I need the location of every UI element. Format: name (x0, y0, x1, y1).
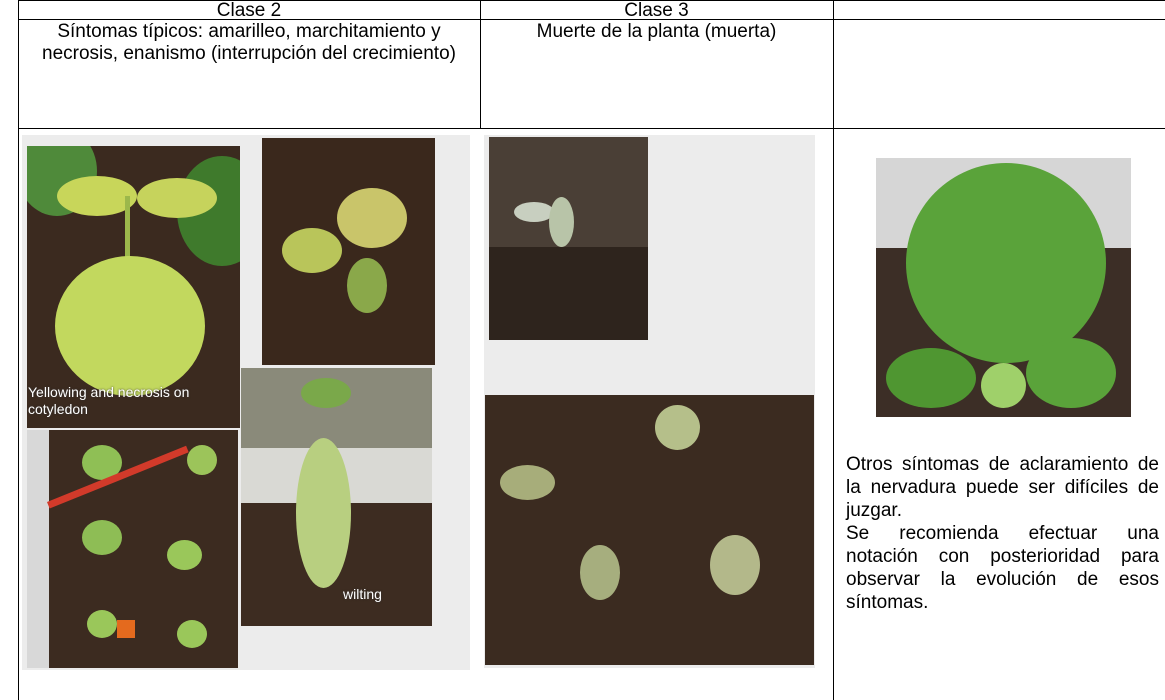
table-border (18, 0, 1165, 1)
photo (241, 368, 432, 626)
photo (489, 137, 648, 340)
table-border (18, 128, 1165, 129)
description-cell: Síntomas típicos: amarilleo, marchitamie… (42, 21, 456, 64)
header-cell: Clase 3 (624, 0, 689, 21)
note-paragraph: Otros síntomas de aclaramiento de la ner… (846, 454, 1159, 521)
table-border (480, 0, 481, 128)
table-border (833, 0, 834, 700)
photo-caption: wilting (343, 586, 382, 602)
photo (485, 395, 814, 665)
table-border (18, 19, 1165, 20)
description-cell: Muerte de la planta (muerta) (536, 21, 777, 42)
photo-caption: Yellowing and necrosis on cotyledon (28, 384, 190, 417)
photo (262, 138, 435, 365)
photo (27, 146, 240, 428)
note-paragraph: Se recomienda efectuar una notación con … (846, 523, 1159, 613)
table-border (18, 0, 19, 700)
photo (876, 158, 1131, 417)
photo (27, 430, 238, 668)
header-cell: Clase 2 (216, 0, 282, 21)
notes: Otros síntomas de aclaramiento de la ner… (846, 453, 1159, 614)
